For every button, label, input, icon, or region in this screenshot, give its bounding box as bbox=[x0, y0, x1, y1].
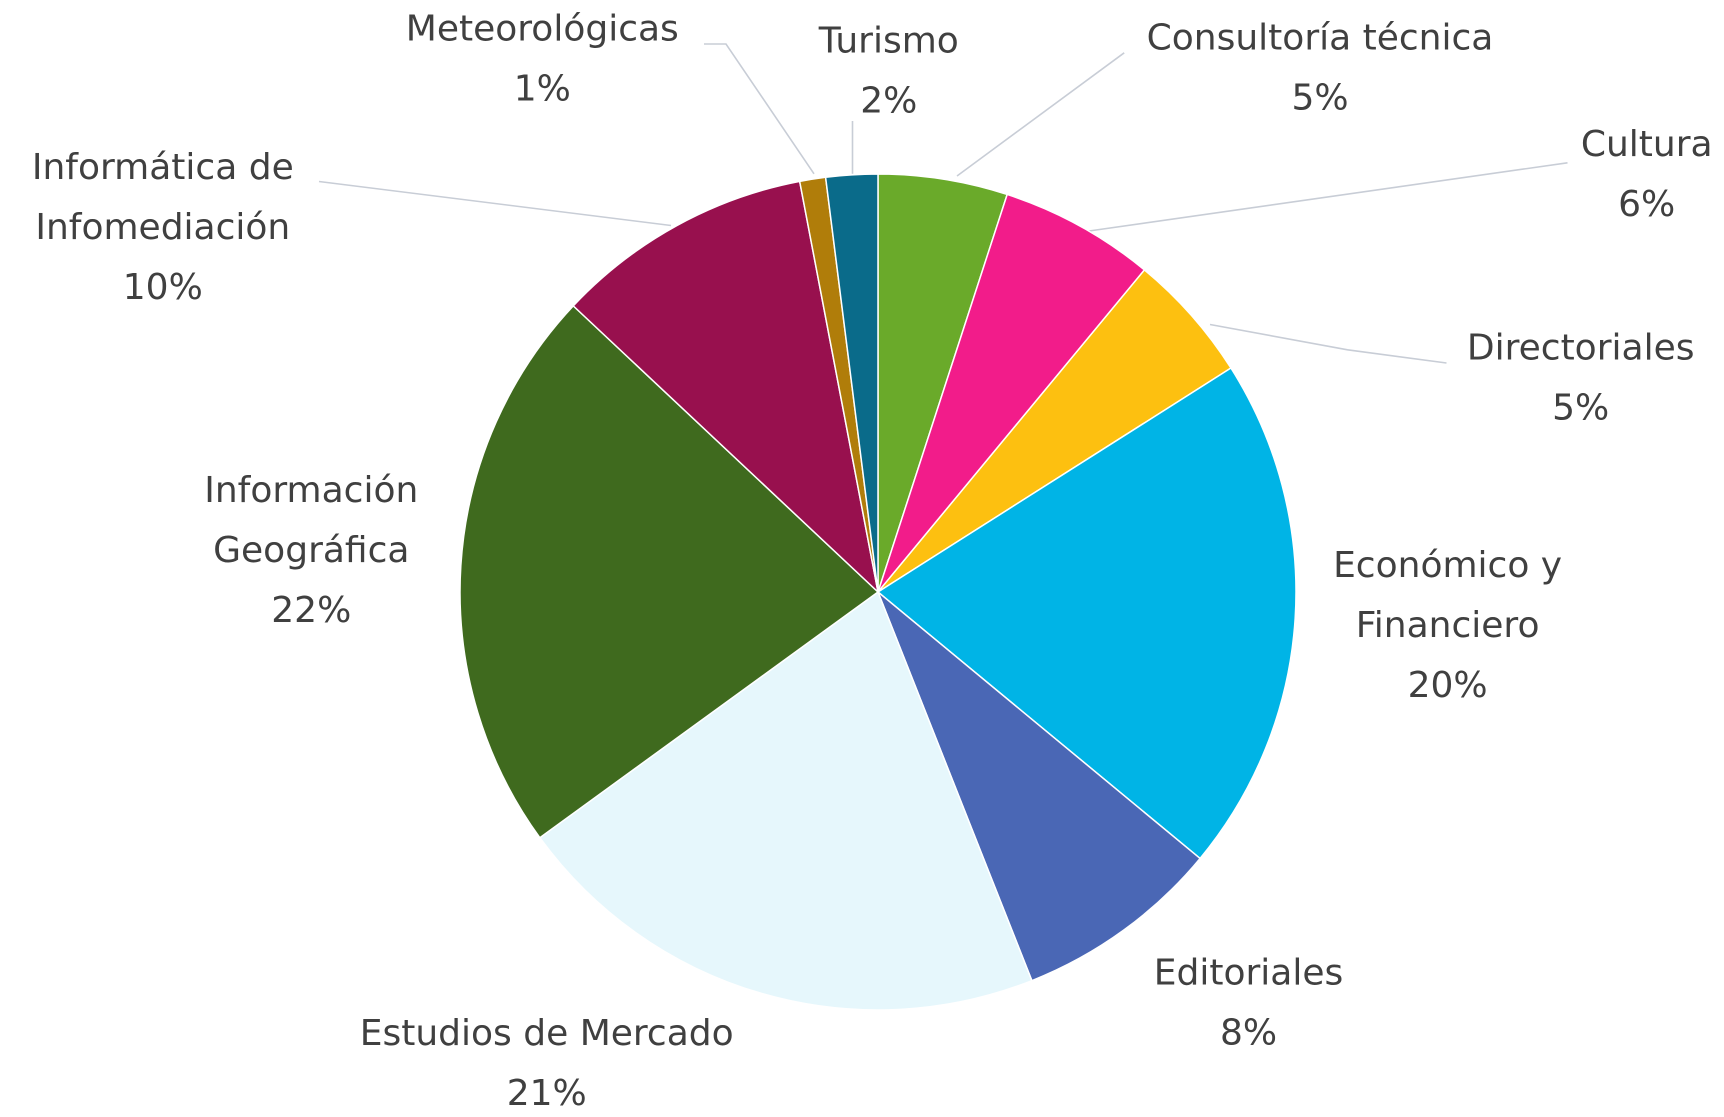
slice-label: Consultoría técnica bbox=[1147, 17, 1494, 58]
pie-slice bbox=[876, 366, 1297, 860]
slice-label: Cultura bbox=[1581, 124, 1713, 165]
value-label: 20% bbox=[1408, 665, 1488, 706]
slice-label: Estudios de Mercado bbox=[360, 1013, 734, 1054]
value-label: 21% bbox=[507, 1073, 587, 1114]
slice-label: Meteorológicas bbox=[406, 9, 679, 50]
label-line: Información bbox=[204, 470, 418, 511]
label-line: Meteorológicas bbox=[406, 9, 679, 50]
pie-slice bbox=[572, 180, 880, 595]
slice-label: Informática de Infomediación bbox=[32, 147, 294, 248]
label-line: Informática de bbox=[32, 147, 294, 188]
leader-line bbox=[1209, 323, 1447, 364]
leader-line bbox=[1088, 162, 1568, 232]
label-line: Geográfica bbox=[213, 530, 409, 571]
slice-label: Turismo bbox=[818, 21, 959, 62]
label-line: Estudios de Mercado bbox=[360, 1013, 734, 1054]
slice-label: Directoriales bbox=[1467, 328, 1695, 369]
value-label: 5% bbox=[1552, 388, 1609, 429]
label-line: Editoriales bbox=[1154, 952, 1344, 993]
leader-line bbox=[704, 43, 815, 175]
label-line: Económico y bbox=[1333, 545, 1562, 586]
pie-slice bbox=[877, 591, 1202, 982]
label-line: Consultoría técnica bbox=[1147, 17, 1494, 58]
label-line: Financiero bbox=[1356, 605, 1540, 646]
pie-slice bbox=[877, 193, 1146, 593]
pie-slice bbox=[459, 304, 880, 839]
slice-label: Editoriales bbox=[1154, 952, 1344, 993]
label-line: Infomediación bbox=[35, 207, 290, 248]
value-label: 1% bbox=[514, 69, 571, 110]
leader-line bbox=[956, 52, 1125, 177]
value-label: 8% bbox=[1220, 1012, 1277, 1053]
slice-label: Información Geográfica bbox=[204, 470, 418, 571]
value-label: 5% bbox=[1291, 77, 1348, 118]
label-line: Directoriales bbox=[1467, 328, 1695, 369]
value-label: 22% bbox=[271, 590, 351, 631]
label-line: Turismo bbox=[818, 21, 959, 62]
value-label: 6% bbox=[1618, 184, 1675, 225]
pie-slice bbox=[824, 173, 879, 593]
value-label: 2% bbox=[860, 81, 917, 122]
pie-slice bbox=[538, 590, 1033, 1011]
leader-line bbox=[318, 180, 672, 227]
slice-label: Económico y Financiero bbox=[1333, 545, 1562, 646]
label-line: Cultura bbox=[1581, 124, 1713, 165]
value-label: 10% bbox=[123, 267, 203, 308]
